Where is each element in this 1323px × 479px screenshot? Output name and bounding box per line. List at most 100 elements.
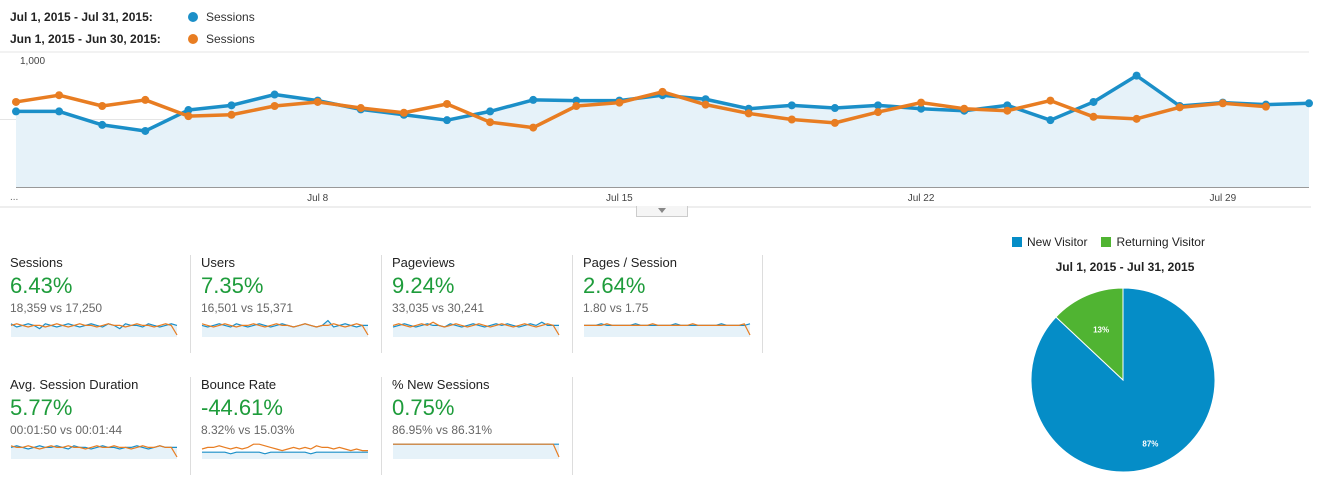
current-sessions-point[interactable] (529, 95, 538, 104)
metric-sparkline (10, 323, 178, 337)
metric-card[interactable]: % New Sessions 0.75% 86.95% vs 86.31% (392, 377, 572, 475)
previous-sessions-point[interactable] (874, 108, 882, 117)
pie-slice-label: 87% (1142, 439, 1158, 448)
previous-sessions-point[interactable] (12, 97, 20, 106)
sparkline-previous (393, 443, 560, 458)
previous-sessions-point[interactable] (701, 100, 710, 109)
metric-card[interactable]: Pages / Session 2.64% 1.80 vs 1.75 (583, 255, 763, 353)
previous-sessions-point[interactable] (98, 102, 107, 110)
sparkline-area (11, 445, 177, 459)
previous-sessions-point[interactable] (1175, 103, 1184, 112)
current-sessions-point[interactable] (830, 104, 839, 113)
metric-label: Avg. Session Duration (10, 377, 139, 392)
current-sessions-point[interactable] (787, 101, 796, 110)
metric-label: % New Sessions (392, 377, 490, 392)
previous-sessions-point[interactable] (615, 98, 624, 107)
y-tick-label: 1,000 (20, 56, 45, 67)
previous-sessions-point[interactable] (141, 95, 150, 104)
chart-legend: Jul 1, 2015 - Jul 31, 2015: Sessions Jun… (10, 6, 255, 50)
metric-comparison: 33,035 vs 30,241 (392, 301, 485, 315)
previous-sessions-point[interactable] (227, 110, 236, 119)
previous-sessions-point[interactable] (1003, 106, 1012, 115)
current-sessions-point[interactable] (55, 107, 64, 116)
metric-change-percent: -44.61% (201, 395, 283, 420)
metric-divider (190, 255, 191, 353)
new-visitor-swatch (1012, 237, 1022, 247)
metric-card[interactable]: Sessions 6.43% 18,359 vs 17,250 (10, 255, 190, 353)
metric-comparison: 00:01:50 vs 00:01:44 (10, 423, 123, 437)
returning-visitor-legend[interactable]: Returning Visitor (1116, 235, 1205, 249)
current-sessions-point[interactable] (141, 126, 150, 135)
previous-sessions-point[interactable] (184, 112, 193, 121)
current-sessions-point[interactable] (1305, 99, 1313, 108)
metric-comparison: 18,359 vs 17,250 (10, 301, 103, 315)
previous-sessions-point[interactable] (486, 118, 495, 127)
metric-card[interactable]: Bounce Rate -44.61% 8.32% vs 15.03% (201, 377, 381, 475)
metric-card[interactable]: Pageviews 9.24% 33,035 vs 30,241 (392, 255, 572, 353)
current-sessions-point[interactable] (443, 116, 451, 125)
pie-slice-returning-visitor[interactable] (1055, 287, 1124, 382)
pie-title: Jul 1, 2015 - Jul 31, 2015 (1055, 260, 1195, 274)
current-sessions-point[interactable] (874, 101, 882, 110)
sessions-area-fill (16, 75, 1309, 187)
metric-divider (572, 377, 573, 475)
metric-card[interactable]: Avg. Session Duration 5.77% 00:01:50 vs 00… (10, 377, 190, 475)
metric-card[interactable]: Users 7.35% 16,501 vs 15,371 (201, 255, 381, 353)
new-visitor-legend[interactable]: New Visitor (1027, 235, 1088, 249)
metric-label: Bounce Rate (201, 377, 277, 392)
current-sessions-point[interactable] (1046, 116, 1055, 125)
previous-sessions-point[interactable] (270, 102, 279, 110)
metric-change-percent: 6.43% (10, 273, 73, 298)
previous-series-label[interactable]: Sessions (206, 32, 255, 46)
previous-sessions-point[interactable] (356, 104, 365, 113)
previous-sessions-point[interactable] (572, 102, 581, 110)
current-sessions-point[interactable] (1089, 97, 1098, 106)
current-sessions-point[interactable] (486, 107, 495, 116)
metric-label: Pageviews (392, 255, 455, 270)
previous-sessions-point[interactable] (787, 115, 796, 124)
current-sessions-point[interactable] (270, 90, 279, 99)
x-tick-label: Jul 8 (307, 193, 329, 204)
current-sessions-point[interactable] (917, 104, 926, 113)
current-series-dot (188, 12, 198, 22)
metric-divider (381, 377, 382, 475)
previous-sessions-point[interactable] (1046, 96, 1055, 105)
x-tick-label: Jul 15 (606, 193, 633, 204)
collapse-chart-button[interactable] (636, 206, 688, 217)
previous-sessions-point[interactable] (658, 87, 667, 96)
metric-comparison: 16,501 vs 15,371 (201, 301, 294, 315)
previous-sessions-point[interactable] (830, 118, 839, 127)
metric-sparkline (392, 321, 560, 337)
previous-sessions-point[interactable] (744, 109, 753, 118)
previous-sessions-point[interactable] (917, 98, 926, 107)
sparkline-previous (10, 323, 178, 336)
current-sessions-point[interactable] (12, 107, 20, 116)
current-sessions-point[interactable] (227, 101, 236, 110)
sparkline-previous (201, 323, 369, 336)
previous-sessions-point[interactable] (1089, 112, 1098, 121)
previous-sessions-point[interactable] (1218, 99, 1227, 108)
previous-sessions-point[interactable] (443, 99, 451, 108)
metric-comparison: 1.80 vs 1.75 (583, 301, 649, 315)
previous-sessions-point[interactable] (55, 91, 64, 100)
previous-sessions-point[interactable] (529, 123, 538, 132)
previous-sessions-point[interactable] (960, 104, 969, 113)
returning-visitor-swatch (1101, 237, 1112, 247)
metric-label: Pages / Session (583, 255, 677, 270)
previous-sessions-point[interactable] (399, 108, 408, 117)
metric-change-percent: 9.24% (392, 273, 455, 298)
previous-sessions-point[interactable] (1261, 102, 1270, 111)
visitor-type-pie-chart[interactable]: 87% 13% (1028, 286, 1218, 476)
previous-sessions-point[interactable] (313, 97, 322, 106)
current-sessions-point[interactable] (1132, 71, 1141, 80)
previous-sessions-point[interactable] (1132, 114, 1141, 123)
metric-sparkline (393, 443, 560, 459)
legend-current: Jul 1, 2015 - Jul 31, 2015: Sessions (10, 6, 255, 28)
current-series-label[interactable]: Sessions (206, 10, 255, 24)
sparkline-area (202, 452, 368, 459)
metric-change-percent: 5.77% (10, 395, 73, 420)
sparkline-previous (392, 321, 560, 336)
metric-label: Users (201, 255, 235, 270)
current-sessions-point[interactable] (184, 106, 193, 115)
current-sessions-point[interactable] (98, 120, 107, 129)
